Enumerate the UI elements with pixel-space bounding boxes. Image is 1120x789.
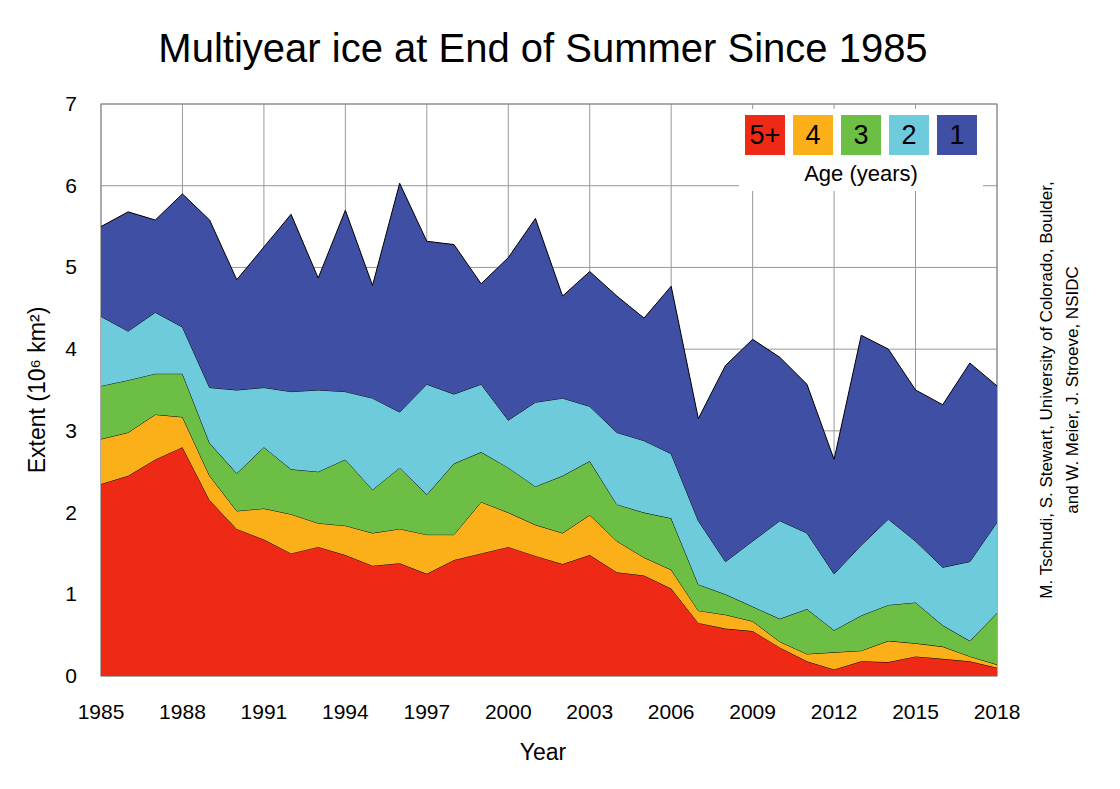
tick-label: 2018 <box>974 700 1021 723</box>
tick-label: 7 <box>65 92 77 115</box>
tick-label: 1994 <box>322 700 369 723</box>
tick-label: 4 <box>65 337 77 360</box>
tick-label: 6 <box>65 174 77 197</box>
tick-label: 0 <box>65 664 77 687</box>
legend-swatch <box>841 115 881 155</box>
tick-label: 2012 <box>811 700 858 723</box>
axes: 0 1 2 3 4 5 6 7 1985 1988 1991 1994 1997 2000 2003 2006… <box>24 92 1020 765</box>
legend-swatch <box>937 115 977 155</box>
tick-label: 1997 <box>403 700 450 723</box>
chart: Multiyear ice at End of Summer Since 198… <box>0 0 1120 789</box>
tick-label: 2000 <box>485 700 532 723</box>
legend-label: 4 <box>805 120 820 150</box>
title: Multiyear ice at End of Summer Since 198… <box>158 26 927 70</box>
credit: and W. Meier, J. Stroeve, NSIDC <box>1063 266 1082 514</box>
tick-label: 5 <box>65 255 77 278</box>
tick-label: 2 <box>65 501 77 524</box>
legend-swatch <box>745 115 785 155</box>
legend-label: 1 <box>949 120 964 150</box>
axis-label: Year <box>520 739 567 765</box>
legend-label: 2 <box>901 120 916 150</box>
area <box>101 183 997 574</box>
tick-label: 1985 <box>78 700 125 723</box>
tick-label: 1 <box>65 582 77 605</box>
legend-label: 3 <box>853 120 868 150</box>
areas <box>101 183 997 676</box>
legend-title: Age (years) <box>804 161 918 186</box>
legend-background <box>739 109 983 191</box>
tick-label: 3 <box>65 419 77 442</box>
legend-swatch <box>793 115 833 155</box>
tick-label: 1988 <box>159 700 206 723</box>
credit: M. Tschudi, S. Stewart, University of Co… <box>1037 181 1056 598</box>
grid <box>101 104 997 676</box>
legend: 5+ 4 3 2 1 Age (years) <box>739 109 983 191</box>
legend-label: 5+ <box>750 120 781 150</box>
area-outline <box>101 183 997 459</box>
tick-label: 2009 <box>729 700 776 723</box>
tick-label: 2006 <box>648 700 695 723</box>
plot-frame <box>101 104 997 676</box>
tick-label: 1991 <box>241 700 288 723</box>
tick-label: 2015 <box>892 700 939 723</box>
legend-swatch <box>889 115 929 155</box>
axis-label: Extent (10⁶ km²) <box>24 307 50 474</box>
tick-label: 2003 <box>566 700 613 723</box>
